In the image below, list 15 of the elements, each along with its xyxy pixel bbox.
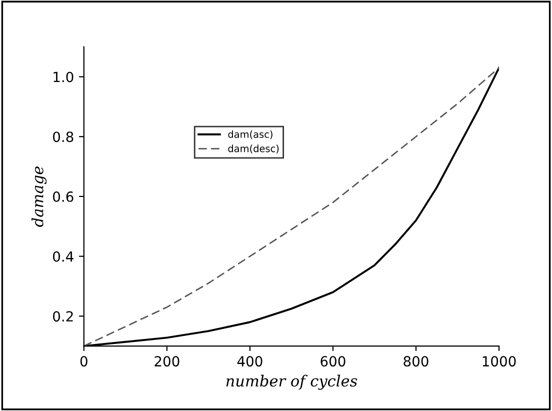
legend-label: dam(asc) <box>228 130 272 140</box>
x-axis-title: number of cycles <box>226 374 358 390</box>
y-axis-title: damage <box>32 166 47 227</box>
x-tick-label: 600 <box>320 356 346 367</box>
y-tick-label: 0.4 <box>53 251 74 262</box>
x-tick-label: 200 <box>154 356 180 367</box>
y-tick-label: 0.8 <box>53 132 74 142</box>
x-tick-label: 1000 <box>482 356 516 367</box>
x-tick-label: 400 <box>237 356 262 367</box>
y-tick-label: 0.6 <box>53 191 74 202</box>
y-tick-label: 0.2 <box>53 311 73 322</box>
legend-label: dam(desc) <box>228 144 279 154</box>
x-tick-label: 0 <box>80 356 88 367</box>
x-tick-label: 800 <box>404 356 428 367</box>
y-tick-label: 1.0 <box>54 72 74 82</box>
